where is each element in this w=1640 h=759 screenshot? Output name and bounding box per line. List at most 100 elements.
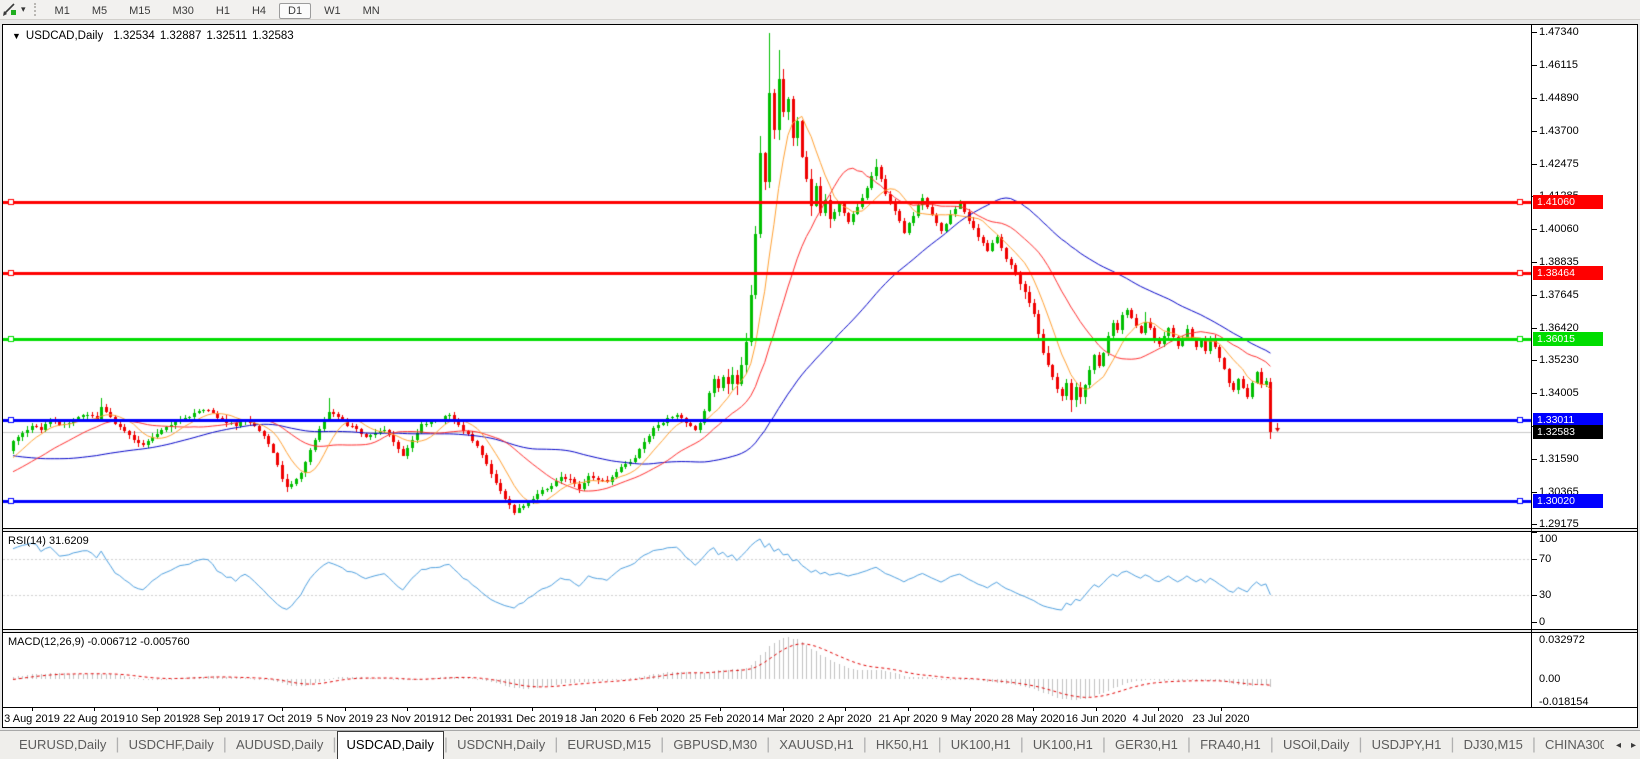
date-tick-label: 17 Oct 2019: [252, 713, 312, 725]
timeframe-button-w1[interactable]: W1: [324, 4, 341, 17]
chart-tab-usdcad-3[interactable]: USDCAD,Daily: [336, 731, 444, 759]
date-tick-mark: [32, 708, 33, 711]
chart-tab-uk100-10[interactable]: UK100,H1: [1032, 737, 1093, 752]
macd-axis-label: 0.00: [1539, 673, 1561, 685]
chart-tab-gbpusd-6[interactable]: GBPUSD,M30: [673, 737, 758, 752]
price-tick-mark: [1532, 98, 1537, 99]
chart-tab-dj30-15[interactable]: DJ30,M15: [1463, 737, 1523, 752]
timeframe-button-m1[interactable]: M1: [54, 4, 70, 17]
collapse-icon[interactable]: ▼: [12, 31, 21, 41]
tabs-scroll-left-icon[interactable]: ◂: [1615, 739, 1621, 751]
macd-name: MACD(12,26,9): [8, 636, 85, 648]
timeframe-button-m5[interactable]: M5: [91, 4, 108, 17]
price-tick-label: 1.40060: [1539, 223, 1579, 235]
date-tick-mark: [720, 708, 721, 711]
date-tick-mark: [657, 708, 658, 711]
date-tick-label: 21 Apr 2020: [878, 713, 938, 725]
macd-panel-canvas[interactable]: [3, 633, 1531, 707]
panel-separator[interactable]: [3, 632, 1637, 633]
price-tick-mark: [1532, 32, 1537, 33]
price-axis-border: [1531, 25, 1532, 708]
timeframe-button-m30[interactable]: M30: [172, 4, 194, 17]
timeframe-button-d1[interactable]: D1: [279, 2, 312, 19]
rsi-name: RSI(14): [8, 535, 46, 547]
chart-tab-china300-16[interactable]: CHINA300,H4: [1544, 737, 1604, 752]
tool-dropdown-caret-icon[interactable]: ▾: [21, 4, 26, 14]
macd-axis-label: 0.032972: [1539, 634, 1585, 646]
timeframe-button-h1[interactable]: H1: [215, 4, 230, 17]
date-tick-mark: [532, 708, 533, 711]
tab-divider: |: [332, 736, 337, 753]
date-tick-mark: [970, 708, 971, 711]
price-tick-mark: [1532, 393, 1537, 394]
price-tick-label: 1.29175: [1539, 518, 1579, 530]
price-tick-label: 1.36420: [1539, 322, 1579, 334]
price-tick-label: 1.43700: [1539, 125, 1579, 137]
rsi-panel-canvas[interactable]: [3, 532, 1531, 629]
price-tick-mark: [1532, 492, 1537, 493]
chart-title: ▼ USDCAD,Daily 1.32534 1.32887 1.32511 1.3258…: [12, 30, 299, 42]
hline-price-badge: 1.33011: [1533, 413, 1603, 427]
rsi-value: 31.6209: [48, 535, 89, 547]
chart-tab-audusd-2[interactable]: AUDUSD,Daily: [235, 737, 324, 752]
date-tick-mark: [157, 708, 158, 711]
date-tick-label: 23 Nov 2019: [375, 713, 439, 725]
crosshair-tool-icon[interactable]: [2, 2, 20, 17]
date-tick-mark: [282, 708, 283, 711]
rsi-axis-label: 30: [1539, 589, 1552, 601]
tabs-scroll-right-icon[interactable]: ▸: [1630, 739, 1636, 751]
timeframe-button-m15[interactable]: M15: [129, 4, 151, 17]
date-tick-mark: [1096, 708, 1097, 711]
date-tick-label: 12 Dec 2019: [438, 713, 502, 725]
panel-separator[interactable]: [3, 528, 1637, 529]
date-tick-mark: [407, 708, 408, 711]
price-tick-label: 1.46115: [1539, 59, 1578, 71]
date-tick-label: 31 Dec 2019: [500, 713, 564, 725]
date-tick-mark: [219, 708, 220, 711]
timeframe-button-mn[interactable]: MN: [362, 4, 380, 17]
price-tick-label: 1.31590: [1539, 453, 1579, 465]
price-chart-canvas[interactable]: [3, 25, 1531, 528]
chart-tab-hk50-8[interactable]: HK50,H1: [875, 737, 929, 752]
macd-axis-label: -0.018154: [1539, 696, 1589, 708]
price-tick-mark: [1532, 262, 1537, 263]
date-tick-label: 9 May 2020: [941, 713, 999, 725]
chart-tab-usdcnh-4[interactable]: USDCNH,Daily: [457, 737, 546, 752]
chart-tabs: EURUSD,Daily | USDCHF,Daily | AUDUSD,Daily | U…: [0, 731, 1604, 759]
chart-tab-xauusd-7[interactable]: XAUUSD,H1: [779, 737, 854, 752]
toolbar-grip[interactable]: [33, 3, 36, 16]
price-tick-mark: [1532, 459, 1537, 460]
date-tick-label: 10 Sep 2019: [125, 713, 189, 725]
chart-window: ▼ USDCAD,Daily 1.32534 1.32887 1.32511 1.3258…: [2, 24, 1638, 728]
price-tick-label: 1.44890: [1539, 92, 1579, 104]
date-tick-label: 28 Sep 2019: [187, 713, 251, 725]
chart-tab-usoil-13[interactable]: USOil,Daily: [1282, 737, 1350, 752]
chart-tab-usdchf-1[interactable]: USDCHF,Daily: [128, 737, 214, 752]
timeframe-button-h4[interactable]: H4: [251, 4, 267, 17]
chart-tab-uk100-9[interactable]: UK100,H1: [950, 737, 1011, 752]
tab-divider: |: [443, 736, 449, 753]
price-tick-label: 1.47340: [1539, 26, 1579, 38]
panel-separator[interactable]: [3, 629, 1637, 630]
price-tick-label: 1.37645: [1539, 289, 1579, 301]
tab-divider: |: [1186, 736, 1192, 753]
rsi-tick-mark: [1532, 532, 1537, 533]
date-tick-mark: [595, 708, 596, 711]
panel-separator: [3, 707, 1637, 708]
panel-separator[interactable]: [3, 531, 1637, 532]
panel-gap: [3, 529, 1637, 531]
tab-divider: |: [766, 736, 771, 753]
rsi-axis-label: 100: [1539, 533, 1558, 545]
chart-tab-ger30-11[interactable]: GER30,H1: [1115, 737, 1178, 752]
ohlc-open: 1.32534: [113, 30, 155, 42]
tab-divider: |: [660, 736, 665, 753]
price-tick-mark: [1532, 131, 1537, 132]
date-tick-label: 2 Apr 2020: [818, 713, 872, 725]
current-price-badge: 1.32583: [1533, 425, 1603, 439]
chart-tab-eurusd-0[interactable]: EURUSD,Daily: [19, 737, 107, 752]
chart-tab-eurusd-5[interactable]: EURUSD,M15: [567, 737, 652, 752]
date-tick-label: 6 Feb 2020: [629, 713, 685, 725]
chart-tab-usdjpy-14[interactable]: USDJPY,H1: [1371, 737, 1442, 752]
chart-tab-fra40-12[interactable]: FRA40,H1: [1200, 737, 1261, 752]
ohlc-low: 1.32511: [206, 30, 248, 42]
